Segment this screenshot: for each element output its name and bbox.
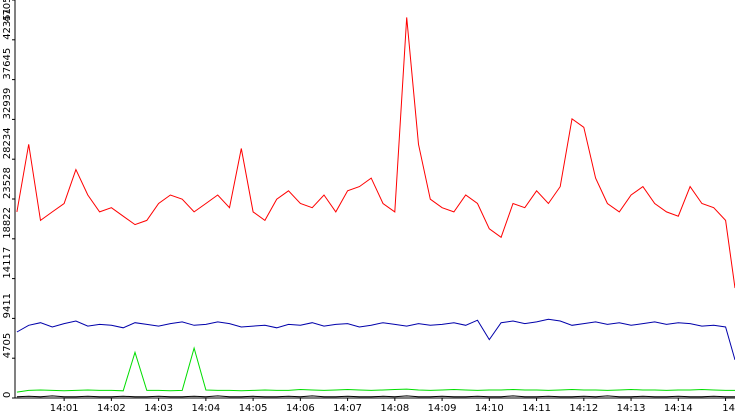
series-line	[16, 346, 735, 393]
series-line	[16, 17, 735, 289]
y-tick-label: 23528	[2, 167, 13, 199]
x-tick-label: 14:02	[97, 403, 126, 414]
y-tick-label: 9411	[2, 293, 13, 318]
x-tick-label: 14:14	[664, 403, 693, 414]
x-tick-label: 14:10	[475, 403, 504, 414]
x-tick-label: 14:01	[50, 403, 79, 414]
y-tick-label: 18822	[2, 207, 13, 239]
y-tick-label: 37645	[2, 48, 13, 80]
x-tick-label: 14:12	[569, 403, 598, 414]
y-tick-label: 0	[2, 392, 13, 398]
x-tick-label: 14:03	[144, 403, 173, 414]
y-tick-label: 28234	[2, 127, 13, 159]
x-tick-label: 14:08	[380, 403, 409, 414]
x-tick-label: 14:09	[428, 403, 457, 414]
x-tick-label: 14	[722, 403, 735, 414]
x-tick-label: 14:11	[522, 403, 551, 414]
y-tick-label: 42351	[2, 8, 13, 40]
series-line	[16, 318, 735, 361]
x-tick-label: 14:04	[191, 403, 220, 414]
x-tick-label: 14:06	[286, 403, 315, 414]
y-tick-label: 47057	[2, 0, 13, 22]
y-tick-label: 4705	[2, 333, 13, 358]
x-tick-label: 14:13	[617, 403, 646, 414]
series-line	[16, 395, 735, 398]
x-tick-label: 14:05	[239, 403, 268, 414]
x-tick-label: 14:07	[333, 403, 362, 414]
y-tick-label: 14117	[2, 247, 13, 279]
y-tick-label: 32939	[2, 88, 13, 120]
